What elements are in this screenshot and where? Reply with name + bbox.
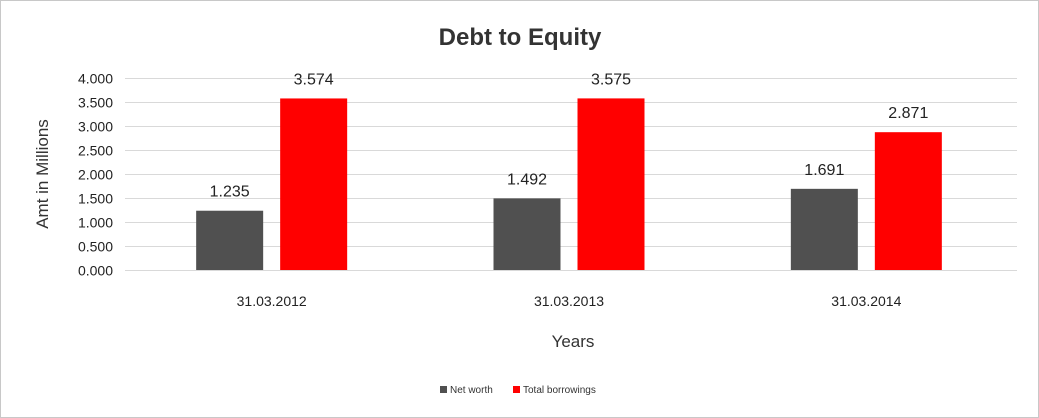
data-label: 1.691 [804, 162, 844, 179]
y-tick-label: 0.500 [78, 239, 113, 255]
legend-label: Net worth [450, 385, 493, 396]
legend: Net worth Total borrowings [440, 385, 596, 396]
data-labels: 1.235 3.574 1.492 3.575 1.691 2.871 [210, 71, 929, 200]
bars [196, 98, 942, 271]
gridlines [125, 78, 1017, 271]
bar-net-worth [196, 210, 264, 270]
legend-swatch [513, 386, 520, 393]
bar-net-worth [790, 188, 858, 270]
y-tick-label: 1.000 [78, 215, 113, 231]
y-axis-label: Amt in Millions [33, 119, 52, 229]
legend-swatch [440, 386, 447, 393]
legend-item: Net worth [440, 385, 493, 396]
y-tick-label: 1.500 [78, 191, 113, 207]
legend-label: Total borrowings [523, 385, 596, 396]
x-axis-label: Years [552, 332, 595, 351]
data-label: 1.235 [210, 184, 250, 201]
data-label: 3.574 [294, 71, 334, 88]
x-tick-labels: 31.03.2012 31.03.2013 31.03.2014 [237, 293, 902, 309]
data-label: 2.871 [888, 105, 928, 122]
data-label: 3.575 [591, 71, 631, 88]
chart-title: Debt to Equity [439, 24, 602, 51]
y-tick-label: 0.000 [78, 263, 113, 279]
data-label: 1.492 [507, 171, 547, 188]
y-tick-label: 2.000 [78, 167, 113, 183]
bar-total-borrowings [577, 98, 645, 271]
y-tick-label: 4.000 [78, 71, 113, 87]
y-tick-label: 3.000 [78, 119, 113, 135]
bar-total-borrowings [874, 132, 942, 270]
y-tick-label: 2.500 [78, 143, 113, 159]
x-tick-label: 31.03.2012 [237, 293, 307, 309]
y-tick-labels: 0.000 0.500 1.000 1.500 2.000 2.500 3.000 3.500… [78, 71, 113, 279]
legend-item: Total borrowings [513, 385, 596, 396]
y-tick-label: 3.500 [78, 95, 113, 111]
bar-net-worth [493, 198, 561, 270]
bar-total-borrowings [280, 98, 348, 270]
x-tick-label: 31.03.2014 [831, 293, 901, 309]
x-tick-label: 31.03.2013 [534, 293, 604, 309]
